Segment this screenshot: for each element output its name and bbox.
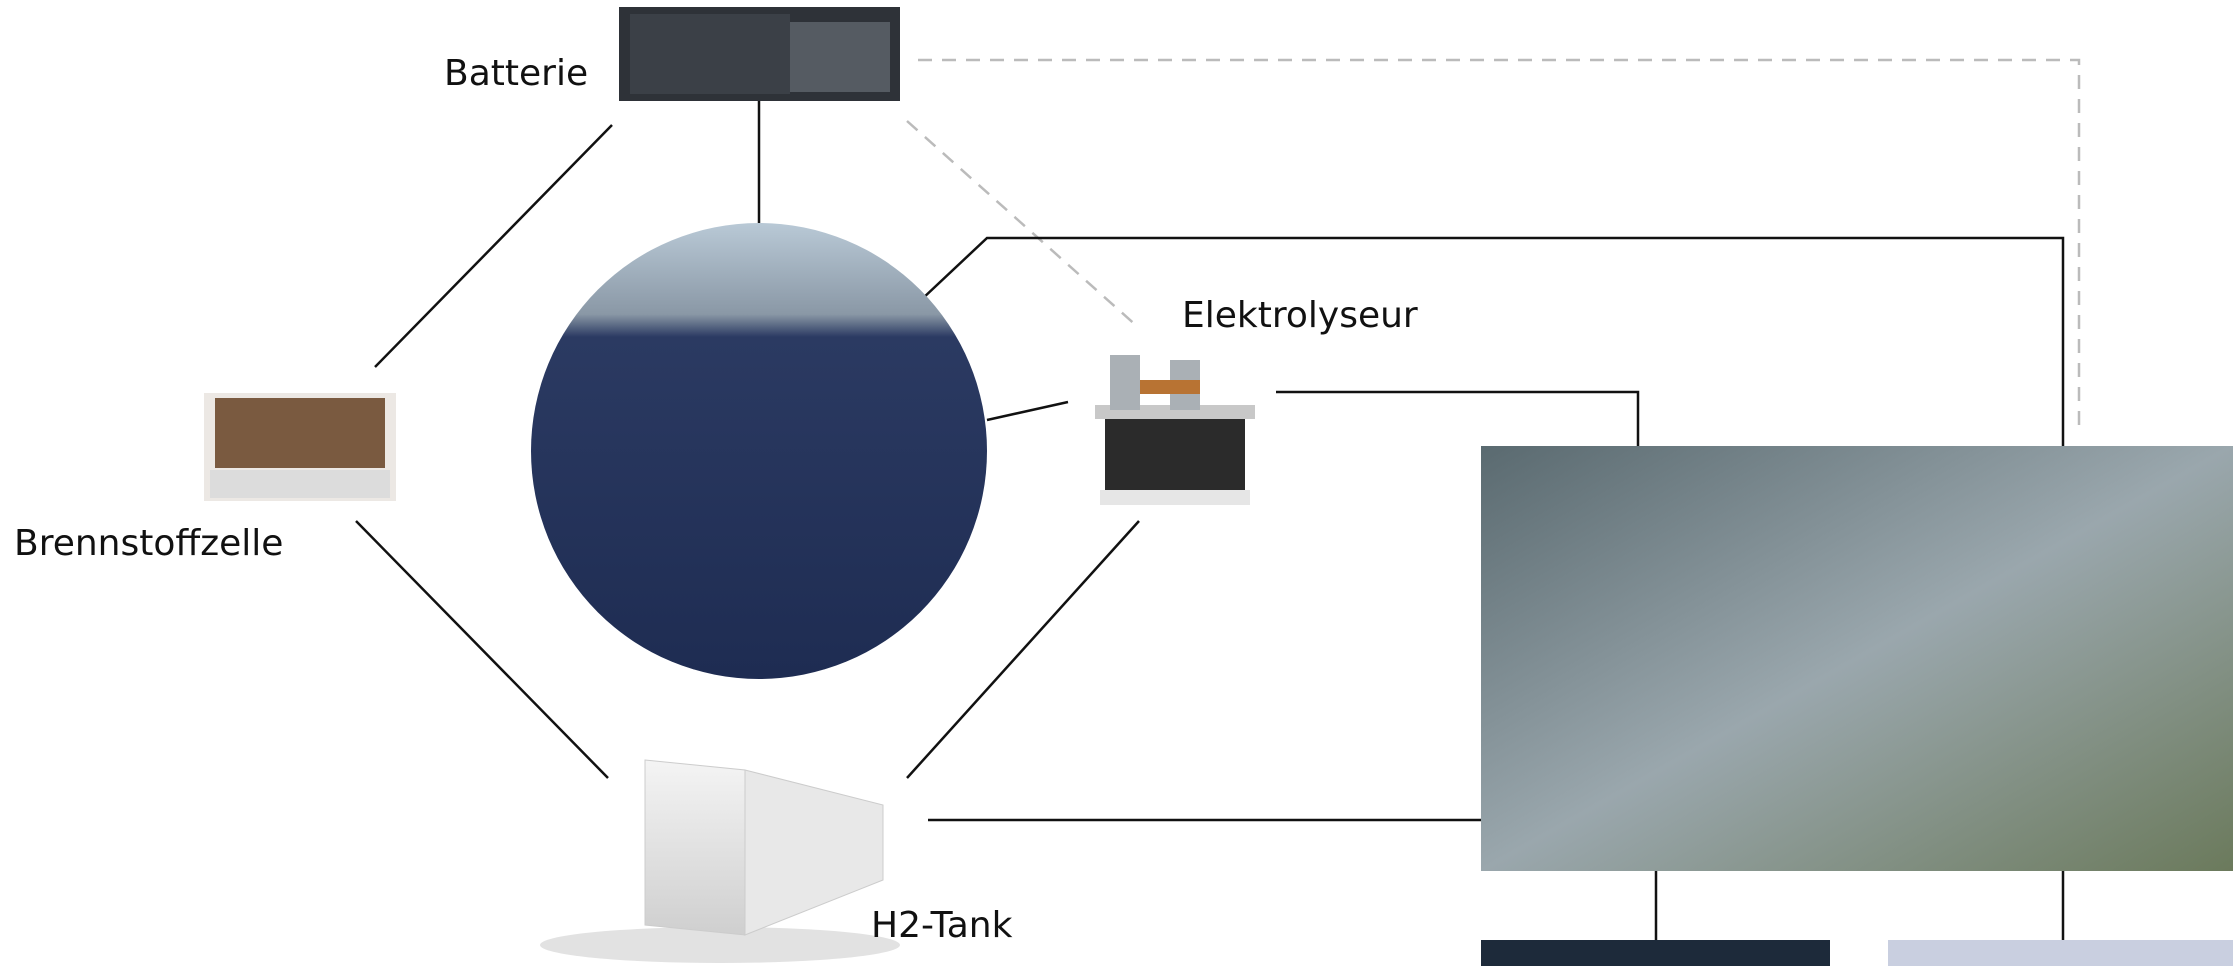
photo-thumbnail [1481, 940, 1830, 966]
node-label: Elektrolyseur [1182, 295, 1418, 336]
node-label: H2-Tank [871, 905, 1013, 946]
photo-thumbnail [1888, 940, 2233, 966]
node-label: Batterie [444, 53, 588, 94]
electrolyzer-image [1095, 355, 1255, 505]
link [987, 402, 1068, 420]
node-label: Brennstoffzelle [14, 523, 283, 564]
dashed-link [907, 121, 1139, 328]
diagram: Batterie Elektrolyseur Brennstoffzelle H… [0, 0, 2233, 966]
battery-image [619, 7, 900, 101]
dashed-link [918, 60, 2079, 434]
link [1276, 392, 1638, 446]
solar-field-image [531, 223, 987, 679]
link [921, 238, 2063, 446]
h2-tank-image [540, 760, 900, 963]
fuel-cell-image [204, 393, 396, 501]
mobility-hub-image [1481, 446, 2233, 871]
